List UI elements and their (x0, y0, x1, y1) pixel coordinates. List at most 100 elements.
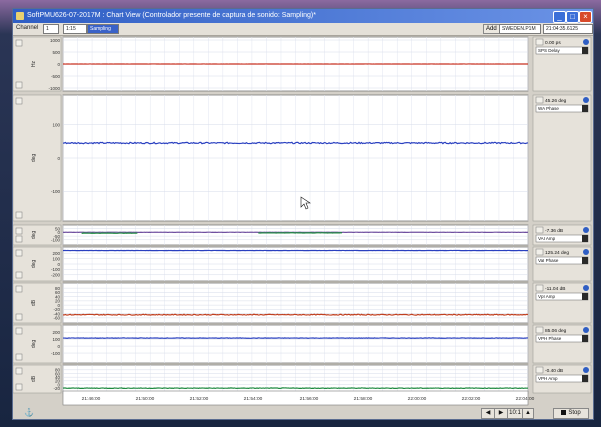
y-tick-label: 100 (52, 337, 60, 342)
time-tick-label: 22:04:00 (516, 396, 535, 402)
zoom-in-button[interactable] (15, 327, 23, 335)
zoom-out-button[interactable] (15, 81, 23, 89)
chevron-down-icon[interactable] (582, 335, 588, 342)
readout-value: -11.04 dB (545, 286, 565, 292)
time-tick-label: 21:54:00 (244, 396, 263, 402)
info-icon[interactable] (583, 285, 589, 291)
time-tick-label: 21:52:00 (190, 396, 209, 402)
app-icon (16, 12, 24, 20)
y-tick-label: 0 (57, 156, 60, 161)
channel-select[interactable]: 1 (43, 24, 59, 34)
status-bar: ⚓ ◀ ▶ 10:1 ▲ Stop (13, 407, 593, 419)
zoom-in-button[interactable] (15, 97, 23, 105)
zoom-out-button[interactable] (15, 271, 23, 279)
panel-p2-axis-strip (13, 94, 62, 222)
info-icon[interactable] (583, 97, 589, 103)
readout-dropdown-button[interactable] (535, 284, 544, 292)
info-icon[interactable] (583, 327, 589, 333)
maximize-button[interactable]: □ (566, 11, 579, 23)
y-tick-label: -40 (53, 311, 60, 316)
readout-value: -0.40 dB (545, 368, 563, 374)
info-icon[interactable] (583, 367, 589, 373)
stop-icon (561, 409, 567, 415)
channel-select-label: VPH Phase (538, 336, 562, 341)
y-axis-label: dB (31, 299, 37, 306)
info-icon[interactable] (583, 39, 589, 45)
add-button[interactable]: Add (483, 24, 500, 34)
readout-value: 45.26 deg (545, 98, 567, 104)
y-tick-label: 0 (57, 262, 60, 267)
chevron-down-icon[interactable] (582, 47, 588, 54)
zoom-field[interactable]: 1:15 (63, 24, 87, 34)
readout-dropdown-button[interactable] (535, 96, 544, 104)
scroll-left-icon[interactable]: ◀ (481, 408, 495, 419)
zoom-out-button[interactable] (15, 235, 23, 243)
y-tick-label: -100 (51, 267, 61, 272)
chevron-down-icon[interactable] (582, 257, 588, 264)
y-tick-label: 60 (55, 371, 61, 376)
y-tick-label: 0 (57, 344, 60, 349)
y-tick-label: -500 (51, 74, 61, 79)
y-tick-label: -20 (53, 386, 60, 391)
y-tick-label: 20 (55, 379, 61, 384)
y-tick-label: 0 (57, 230, 60, 235)
close-button[interactable]: × (579, 11, 592, 23)
scroll-right-icon[interactable]: ▶ (494, 408, 508, 419)
y-axis-label: dB (31, 375, 37, 382)
minimize-button[interactable]: _ (553, 11, 566, 23)
zoom-in-button[interactable] (15, 39, 23, 47)
series-line-p5-0 (62, 313, 529, 316)
chevron-down-icon[interactable] (582, 235, 588, 242)
y-tick-label: -200 (51, 273, 61, 278)
chevron-down-icon[interactable] (582, 375, 588, 382)
device-select[interactable]: SWEDEN.P1M (499, 24, 541, 34)
zoom-out-button[interactable] (15, 383, 23, 391)
y-tick-label: -1000 (48, 86, 60, 91)
zoom-in-button[interactable] (15, 249, 23, 257)
info-icon[interactable] (583, 249, 589, 255)
y-tick-label: 100 (52, 122, 60, 127)
y-axis-label: deg (31, 340, 37, 349)
time-tick-label: 22:00:00 (408, 396, 427, 402)
y-tick-label: -50 (53, 234, 60, 239)
y-axis-label: deg (31, 231, 37, 240)
time-tick-label: 21:50:00 (136, 396, 155, 402)
readout-dropdown-button[interactable] (535, 248, 544, 256)
time-tick-label: 21:46:00 (82, 396, 101, 402)
toolbar: Channel 1 1:15 Sampling Add SWEDEN.P1M 2… (13, 23, 593, 36)
info-icon[interactable] (583, 227, 589, 233)
y-tick-label: 50 (55, 227, 61, 232)
channel-select-label: VaI Phase (538, 258, 559, 263)
channel-select-label: VPH Amp (538, 376, 558, 381)
zoom-out-button[interactable] (15, 313, 23, 321)
title-bar[interactable]: SoftPMU626-07-2017M : Chart View (Contro… (13, 9, 593, 23)
readout-dropdown-button[interactable] (535, 38, 544, 46)
chevron-down-icon[interactable] (582, 293, 588, 300)
y-axis-label: deg (31, 260, 37, 269)
zoom-out-button[interactable] (15, 353, 23, 361)
y-tick-label: -100 (51, 351, 61, 356)
zoom-in-button[interactable] (15, 285, 23, 293)
stop-button[interactable]: Stop (553, 408, 589, 419)
y-tick-label: 80 (55, 286, 61, 291)
time-tick-label: 22:02:00 (462, 396, 481, 402)
mode-field[interactable]: Sampling (87, 24, 119, 34)
readout-value: 0.00 ps (545, 40, 561, 46)
readout-dropdown-button[interactable] (535, 226, 544, 234)
readout-dropdown-button[interactable] (535, 326, 544, 334)
zoom-ratio: 10:1 (507, 408, 523, 419)
pin-icon[interactable]: ⚓ (24, 408, 34, 417)
readout-dropdown-button[interactable] (535, 366, 544, 374)
zoom-in-button[interactable] (15, 227, 23, 235)
zoom-up-icon[interactable]: ▲ (522, 408, 534, 419)
y-tick-label: 200 (52, 330, 60, 335)
zoom-out-button[interactable] (15, 211, 23, 219)
y-axis-label: deg (31, 154, 37, 163)
channel-select-label: WA Phase (538, 106, 559, 111)
y-tick-label: 20 (55, 299, 61, 304)
y-tick-label: -100 (51, 189, 61, 194)
zoom-in-button[interactable] (15, 367, 23, 375)
chevron-down-icon[interactable] (582, 105, 588, 112)
